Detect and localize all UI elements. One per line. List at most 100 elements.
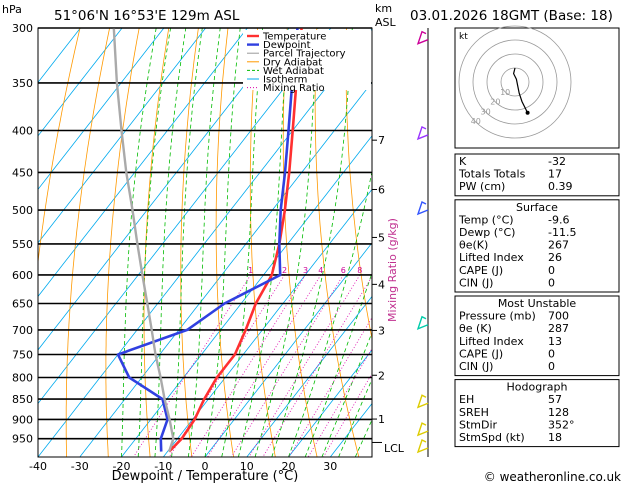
wet-adiabat-line (204, 28, 241, 457)
isotherm-line (38, 28, 290, 351)
temp-tick-label: -30 (71, 460, 89, 473)
stats-value: 0 (548, 347, 555, 360)
wet-adiabat-line (137, 28, 171, 457)
hodograph-ring-label: 40 (471, 117, 481, 126)
pressure-tick-label: 600 (12, 269, 33, 282)
pressure-tick-label: 300 (12, 22, 33, 35)
isotherm-line (38, 28, 206, 244)
temp-tick-labels: -40 -30 -20 -10 0 10 20 30 (29, 460, 337, 473)
stats-key: Pressure (mb) (459, 310, 536, 323)
stats-value: 26 (548, 251, 562, 264)
stats-value: 0.39 (548, 180, 573, 193)
stats-key: EH (459, 393, 474, 406)
dry-adiabat-line (143, 28, 170, 457)
mixing-ratio-label: 3 (303, 266, 308, 275)
hodograph-ring (486, 53, 544, 111)
stats-box (454, 153, 620, 197)
legend-label: Parcel Trajectory (263, 49, 346, 60)
stats-key: Temp (°C) (458, 213, 514, 226)
stats-box (454, 295, 620, 377)
stats-value: 0 (548, 276, 555, 289)
stats-value: -11.5 (548, 226, 576, 239)
pressure-tick-label: 500 (12, 204, 33, 217)
mixing-ratio-axis-label: Mixing Ratio (g/kg) (386, 218, 399, 322)
stats-value: 0 (548, 360, 555, 373)
wind-barb (416, 125, 429, 141)
wet-adiabat-line (254, 28, 319, 457)
wind-barb (416, 438, 429, 454)
pressure-tick-label: 800 (12, 371, 33, 384)
temp-tick-label: -10 (154, 460, 172, 473)
location-title: 51°06'N 16°53'E 129m ASL (54, 8, 240, 24)
hodograph-ring-label: 10 (500, 88, 510, 97)
mixing-ratio-label: 4 (318, 266, 323, 275)
stats-key: Lifted Index (459, 251, 524, 264)
km-unit-asl: ASL (375, 16, 397, 29)
hodograph-end-dot (525, 110, 530, 115)
wind-barb (416, 394, 429, 409)
km-tick-label: 2 (378, 369, 385, 382)
dry-adiabat-line (215, 28, 234, 457)
stats-value: 0 (548, 264, 555, 277)
stats-box (454, 379, 620, 448)
isotherm-line (162, 188, 372, 457)
stats-box (454, 199, 620, 293)
hodograph-ring (472, 39, 558, 125)
hodograph-frame (454, 27, 620, 149)
mixing-ratio-line (248, 274, 361, 457)
pressure-tick-label: 400 (12, 125, 33, 138)
stats-value: -32 (548, 155, 566, 168)
hodograph-unit: kt (459, 32, 468, 42)
wet-adiabat-line (171, 28, 203, 457)
pressure-unit: hPa (2, 3, 22, 16)
wind-barb (416, 315, 429, 330)
stats-key: θe(K) (459, 239, 488, 252)
stats-key: CIN (J) (459, 360, 493, 373)
stats-key: SREH (459, 406, 489, 419)
profile-parcel-trajectory (112, 28, 175, 452)
isotherm-line (38, 28, 165, 191)
wind-barbs (416, 30, 429, 454)
x-axis-label: Dewpoint / Temperature (°C) (112, 469, 299, 484)
temp-tick-label: 20 (282, 460, 296, 473)
stats-value: 352° (548, 418, 575, 431)
stats-key: Dewp (°C) (459, 226, 515, 239)
wind-barb (416, 422, 429, 437)
legend-label: Dry Adiabat (263, 57, 322, 68)
pressure-tick-labels: 300 350 400 450 500 550 600 650 700 750 800 850 900 9… (12, 22, 33, 446)
legend-label: Isotherm (263, 75, 307, 86)
mixing-ratio-line (231, 274, 344, 457)
stats-value: 267 (548, 239, 569, 252)
mixing-ratio-label: 8 (357, 266, 362, 275)
legend-label: Dewpoint (263, 40, 311, 51)
isotherm-line (329, 402, 372, 457)
mixing-ratio-line (288, 316, 372, 457)
stats-value: 128 (548, 406, 569, 419)
stats-key: PW (cm) (459, 180, 505, 193)
stats-value: 17 (548, 168, 562, 181)
hodograph-ring (458, 25, 572, 139)
km-unit: km (375, 2, 392, 15)
km-tick-label: 1 (378, 413, 385, 426)
stats-key: StmSpd (kt) (459, 431, 525, 444)
stats-value: 287 (548, 322, 569, 335)
isotherm-line (288, 349, 372, 457)
km-tick-label: 4 (378, 278, 385, 291)
km-tick-label: 3 (378, 324, 385, 337)
mixing-ratio-line (190, 274, 306, 457)
copyright: © weatheronline.co.uk (484, 470, 621, 484)
pressure-tick-label: 850 (12, 393, 33, 406)
dry-adiabat-line (105, 28, 140, 457)
plot-frame (37, 27, 373, 458)
stats-key: CAPE (J) (459, 347, 503, 360)
stats-tables: K -32 Totals Totals 17 PW (cm) 0.39 SurfaceTem… (454, 153, 620, 448)
pressure-tick-label: 550 (12, 238, 33, 251)
km-tick-label: 6 (378, 183, 385, 196)
legend-label: Temperature (262, 32, 326, 43)
wind-barb (416, 30, 429, 45)
wet-adiabat-line (187, 28, 221, 457)
pressure-tick-label: 650 (12, 298, 33, 311)
pressure-tick-label: 350 (12, 77, 33, 90)
pressure-tick-label: 750 (12, 348, 33, 361)
